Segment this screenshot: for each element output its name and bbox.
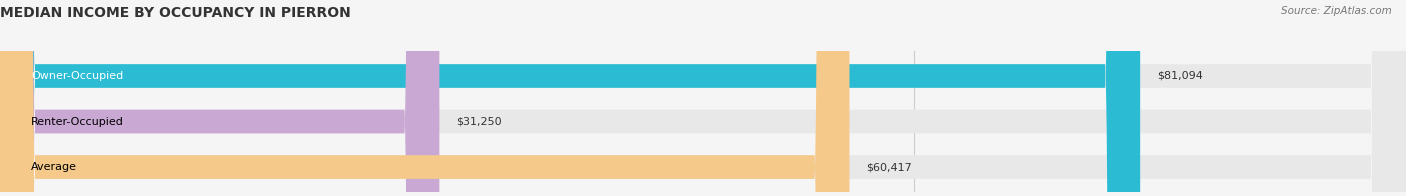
FancyBboxPatch shape [0, 0, 1140, 196]
Text: MEDIAN INCOME BY OCCUPANCY IN PIERRON: MEDIAN INCOME BY OCCUPANCY IN PIERRON [0, 6, 350, 20]
Text: $60,417: $60,417 [866, 162, 912, 172]
Text: $81,094: $81,094 [1157, 71, 1204, 81]
FancyBboxPatch shape [0, 0, 849, 196]
Text: Renter-Occupied: Renter-Occupied [31, 116, 124, 127]
Text: Average: Average [31, 162, 77, 172]
Text: Owner-Occupied: Owner-Occupied [31, 71, 124, 81]
Text: $31,250: $31,250 [457, 116, 502, 127]
Text: Source: ZipAtlas.com: Source: ZipAtlas.com [1281, 6, 1392, 16]
FancyBboxPatch shape [0, 0, 440, 196]
